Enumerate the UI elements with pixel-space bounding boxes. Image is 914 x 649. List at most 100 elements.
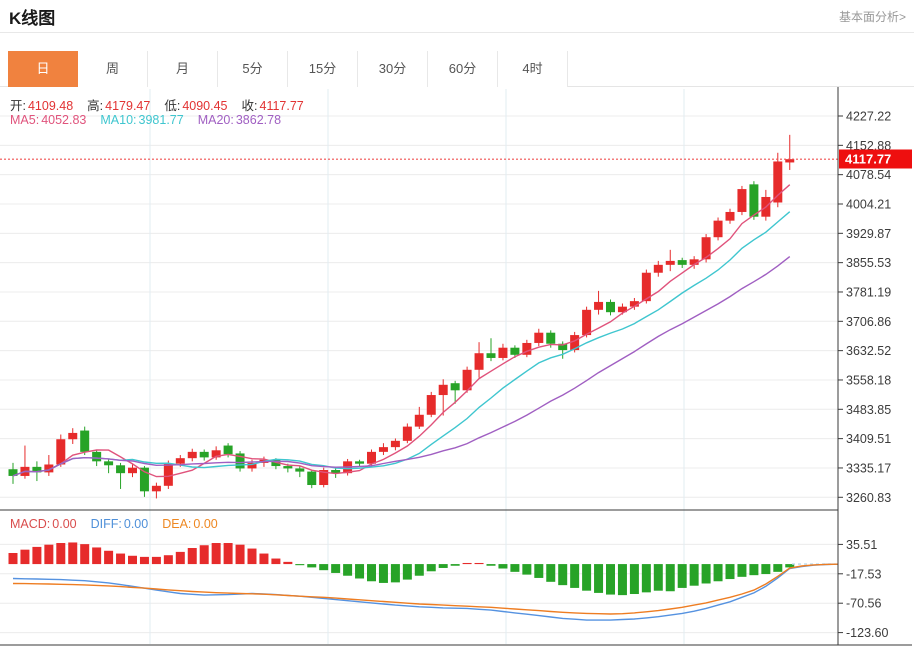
macd-bar [665, 564, 675, 592]
macd-bar [151, 556, 161, 565]
tab-period-2[interactable]: 月 [148, 51, 218, 87]
macd-bar [355, 564, 365, 579]
candle-body [629, 301, 639, 307]
candle-body [319, 470, 329, 486]
tab-period-5[interactable]: 30分 [358, 51, 428, 87]
candle-body [594, 301, 604, 310]
macd-bar [235, 544, 245, 565]
candle-body [283, 466, 293, 469]
chart-area: 4227.22 4152.88 4078.54 4004.21 3929.87 3855.… [0, 87, 914, 648]
candle-body [163, 463, 173, 486]
macd-axis-label: -17.53 [846, 567, 881, 581]
candle-body [617, 306, 627, 313]
macd-bar [617, 564, 627, 596]
candle-body [438, 384, 448, 396]
tab-period-1[interactable]: 周 [78, 51, 148, 87]
candle-body [546, 332, 556, 344]
candle-body [378, 447, 388, 452]
candle-body [223, 445, 233, 455]
candle-body [139, 467, 149, 492]
period-tab-bar: 日周月 5分 15分 30分 60分 4时 [0, 33, 914, 87]
candle-body [402, 426, 412, 441]
candle-body [199, 451, 209, 458]
price-axis-label: 3409.51 [846, 432, 891, 446]
macd-bar [689, 564, 699, 586]
candle-body [785, 159, 795, 163]
macd-bar [211, 543, 221, 565]
candle-body [689, 259, 699, 265]
macd-bar [402, 564, 412, 580]
candle-body [390, 440, 400, 448]
macd-bar [498, 564, 508, 569]
macd-bar [701, 564, 711, 584]
tab-period-0[interactable]: 日 [8, 51, 78, 87]
candle-body [104, 461, 114, 466]
candle-body [426, 395, 436, 415]
candle-body [44, 464, 54, 473]
macd-bar [259, 553, 269, 565]
macd-bar [426, 564, 436, 572]
price-axis-label: 3558.18 [846, 373, 891, 387]
tab-period-3[interactable]: 5分 [218, 51, 288, 87]
macd-bar [56, 543, 66, 565]
macd-bar [295, 564, 305, 566]
price-axis-label: 4227.22 [846, 110, 891, 124]
macd-bar [68, 542, 78, 565]
kline-chart-canvas[interactable]: 4227.22 4152.88 4078.54 4004.21 3929.87 3855.… [0, 87, 914, 648]
header: K线图 基本面分析> [0, 0, 914, 33]
ma5-line [12, 184, 791, 478]
candle-body [331, 470, 341, 474]
macd-bar [378, 564, 388, 583]
candle-body [450, 383, 460, 391]
candle-body [151, 485, 161, 492]
fundamental-analysis-link[interactable]: 基本面分析> [838, 9, 906, 24]
candle-body [665, 260, 675, 265]
price-axis-label: 3855.53 [846, 256, 891, 270]
dea-line [12, 563, 838, 615]
macd-bar [163, 555, 173, 565]
macd-bar [92, 547, 102, 565]
tab-period-4[interactable]: 15分 [288, 51, 358, 87]
candle-body [558, 343, 568, 351]
macd-axis-label: 35.51 [846, 538, 877, 552]
macd-bar [247, 548, 257, 565]
macd-bar [725, 564, 735, 580]
macd-bar [414, 564, 424, 576]
macd-bar [510, 564, 520, 572]
macd-bar [546, 564, 556, 582]
candle-body [522, 342, 532, 355]
macd-bar [80, 544, 90, 565]
macd-bar [773, 564, 783, 572]
candle-body [56, 439, 66, 465]
macd-bar [104, 550, 114, 565]
candle-body [498, 347, 508, 358]
macd-bar [761, 564, 771, 575]
candle-body [32, 466, 42, 473]
candle-body [653, 264, 663, 273]
price-axis-label: 4078.54 [846, 168, 891, 182]
candle-body [128, 467, 137, 474]
macd-bar [32, 546, 42, 565]
candle-body [534, 332, 544, 343]
tab-period-6[interactable]: 60分 [428, 51, 498, 87]
macd-bar [749, 564, 759, 576]
price-axis-label: 3632.52 [846, 344, 891, 358]
macd-bar [319, 564, 329, 571]
macd-bar [713, 564, 723, 582]
candle-body [713, 220, 723, 238]
macd-bar [653, 564, 663, 591]
candle-body [773, 161, 783, 203]
macd-bar [199, 545, 209, 565]
macd-bar [128, 555, 137, 565]
macd-bar [641, 564, 651, 593]
candle-body [247, 462, 257, 469]
candle-body [570, 335, 580, 351]
tab-period-7[interactable]: 4时 [498, 51, 568, 87]
candle-body [414, 414, 424, 427]
macd-bar [343, 564, 353, 576]
macd-bar [677, 564, 687, 588]
price-axis-label: 4004.21 [846, 197, 891, 211]
current-price-badge [839, 149, 912, 169]
candle-body [737, 189, 747, 212]
macd-bar [8, 552, 18, 565]
